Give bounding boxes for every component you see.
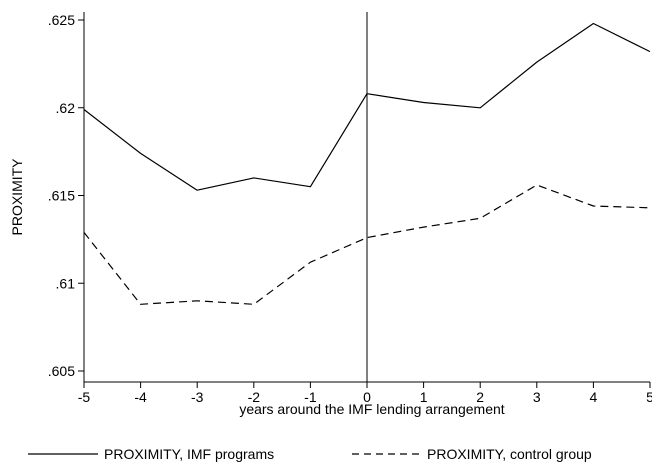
x-tick-label: 1: [420, 389, 428, 405]
y-tick-label: .62: [56, 100, 76, 116]
y-tick-label: .615: [48, 188, 75, 204]
x-tick-label: 4: [590, 389, 598, 405]
x-tick-label: -4: [134, 389, 147, 405]
series-line-control-group: [83, 184, 651, 305]
x-ticks: -5 -4 -3 -2 -1 0 1 2 3 4 5: [78, 382, 652, 405]
x-tick-label: 2: [476, 389, 484, 405]
x-tick-label: -1: [304, 389, 317, 405]
series-lines: [83, 22, 651, 305]
x-tick-label: -2: [248, 389, 261, 405]
legend-label-control-group: PROXIMITY, control group: [427, 446, 592, 462]
y-tick-label: .605: [48, 363, 75, 379]
y-ticks: .605 .61 .615 .62 .625: [48, 12, 84, 379]
x-tick-label: 5: [646, 389, 652, 405]
series-line-imf-programs: [83, 22, 651, 191]
y-tick-label: .61: [56, 275, 76, 291]
x-tick-label: -5: [78, 389, 91, 405]
legend-label-imf-programs: PROXIMITY, IMF programs: [104, 446, 274, 462]
x-tick-label: 3: [533, 389, 541, 405]
x-tick-label: 0: [363, 389, 371, 405]
x-axis-title: years around the IMF lending arrangement: [239, 401, 504, 417]
y-axis-title: PROXIMITY: [9, 158, 25, 236]
legend: PROXIMITY, IMF programs PROXIMITY, contr…: [28, 446, 592, 462]
x-tick-label: -3: [191, 389, 204, 405]
y-tick-label: .625: [48, 12, 75, 28]
